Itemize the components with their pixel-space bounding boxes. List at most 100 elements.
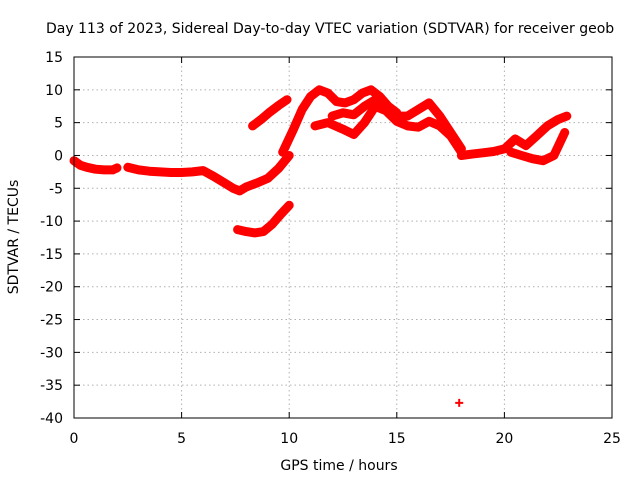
chart-title: Day 113 of 2023, Sidereal Day-to-day VTE… (46, 21, 614, 37)
data-point (339, 108, 347, 117)
data-point (250, 228, 259, 237)
data-point (199, 166, 208, 175)
series-track-2 (123, 151, 294, 196)
data-point (156, 167, 165, 176)
data-point (323, 89, 332, 98)
data-point (425, 117, 434, 126)
data-point (134, 165, 143, 174)
data-point (521, 141, 530, 150)
y-tick-label: 10 (45, 83, 63, 99)
data-point (298, 105, 307, 114)
data-point (425, 98, 434, 107)
y-tick-label: -35 (40, 378, 63, 394)
data-point (274, 101, 283, 110)
data-point (549, 151, 558, 160)
y-tick-label: 5 (54, 116, 63, 132)
data-point (382, 106, 391, 115)
series-track-5 (278, 85, 402, 157)
data-point (392, 117, 401, 126)
series-outlier (455, 398, 464, 407)
series-track-8 (456, 111, 572, 160)
data-point (414, 105, 423, 114)
data-point (511, 135, 520, 144)
data-point (455, 398, 464, 407)
data-point (276, 210, 285, 219)
data-point (229, 184, 238, 193)
data-point (235, 186, 244, 195)
x-tick-label: 20 (495, 431, 513, 447)
data-point (414, 123, 423, 132)
y-tick-label: -40 (40, 411, 63, 427)
y-tick-label: -5 (49, 181, 63, 197)
data-point (259, 227, 268, 236)
data-point (360, 118, 369, 127)
data-point (289, 125, 298, 134)
data-point (242, 227, 251, 236)
data-point (82, 163, 91, 172)
data-point (76, 161, 85, 170)
data-point (108, 165, 117, 174)
data-point (265, 108, 274, 117)
data-point (283, 95, 292, 104)
data-point (311, 121, 320, 130)
axis-ticks: 0 5 10 15 20 25 15 10 5 0 -5 -10 -15 -20 -25 -30 -35 -40 (40, 50, 621, 447)
data-point (209, 172, 218, 181)
data-point (349, 130, 358, 139)
y-tick-label: -25 (40, 313, 63, 329)
data-point (233, 225, 242, 234)
data-point (306, 92, 315, 101)
y-tick-label: -15 (40, 247, 63, 263)
data-point (517, 151, 526, 160)
y-tick-label: -30 (40, 345, 63, 361)
data-point (123, 163, 132, 172)
data-point (278, 148, 287, 157)
data-point (220, 179, 229, 188)
data-point (435, 121, 444, 130)
data-point (285, 201, 294, 210)
data-point (285, 151, 294, 160)
data-point (263, 174, 272, 183)
data-point (252, 179, 261, 188)
series-track-3 (233, 200, 294, 238)
y-tick-label: -10 (40, 214, 63, 230)
plot-frame (73, 56, 613, 419)
data-point (332, 97, 341, 106)
data-point (91, 165, 100, 174)
data-point (360, 102, 369, 111)
data-point (166, 168, 175, 177)
x-tick-label: 0 (70, 431, 79, 447)
x-tick-label: 25 (603, 431, 621, 447)
data-point (315, 85, 324, 94)
series-line (278, 85, 402, 157)
data-point (341, 98, 350, 107)
x-tick-label: 5 (177, 431, 186, 447)
y-tick-label: 0 (54, 148, 63, 164)
data-point (257, 115, 266, 124)
data-point (349, 110, 358, 119)
data-point (478, 148, 487, 157)
data-point (506, 148, 515, 157)
data-point (528, 154, 537, 163)
data-point (248, 121, 257, 130)
x-tick-label: 10 (280, 431, 298, 447)
data-point (323, 118, 332, 127)
data-point (358, 89, 367, 98)
data-point (328, 112, 337, 121)
data-point (267, 220, 276, 229)
plot-data (69, 85, 572, 407)
data-point (532, 131, 541, 140)
data-point (366, 85, 375, 94)
series-track-7 (310, 101, 466, 157)
y-axis-label: SDTVAR / TECUs (6, 180, 22, 295)
data-point (560, 128, 569, 137)
data-point (446, 131, 455, 140)
series-line (123, 151, 294, 196)
data-point (539, 156, 548, 165)
data-point (349, 95, 358, 104)
data-point (145, 167, 154, 176)
grid-lines (74, 57, 612, 418)
data-point (468, 150, 477, 159)
data-point (371, 102, 380, 111)
data-point (113, 163, 122, 172)
data-point (403, 112, 412, 121)
